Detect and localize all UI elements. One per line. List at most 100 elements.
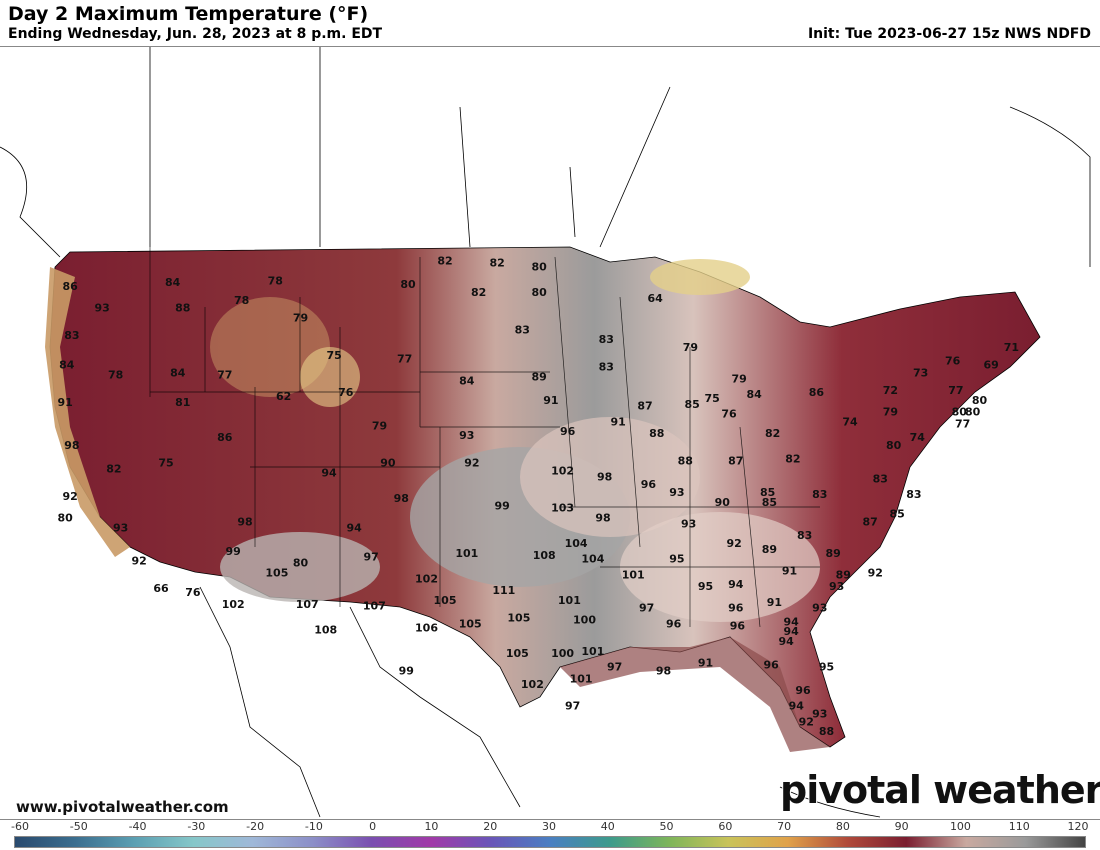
temperature-value: 107 <box>296 598 319 611</box>
temperature-value: 79 <box>883 406 898 419</box>
temperature-value: 79 <box>731 372 746 385</box>
temperature-value: 108 <box>533 549 556 562</box>
temperature-value: 79 <box>293 312 308 325</box>
temperature-value: 86 <box>809 386 825 399</box>
temperature-value: 73 <box>913 366 928 379</box>
temperature-value: 78 <box>268 274 283 287</box>
temperature-value: 80 <box>952 406 968 419</box>
temperature-value: 94 <box>784 625 800 638</box>
state-lines <box>149 247 820 628</box>
temperature-value: 93 <box>669 486 684 499</box>
temperature-value: 98 <box>64 439 79 452</box>
temperature-value: 69 <box>984 359 999 372</box>
temperature-value: 105 <box>265 566 288 579</box>
temperature-value: 86 <box>63 280 79 293</box>
temperature-value: 88 <box>649 427 664 440</box>
temperature-value: 80 <box>531 261 547 274</box>
temperature-value: 83 <box>599 361 614 374</box>
temperature-value: 91 <box>698 657 713 670</box>
temperature-value: 111 <box>492 584 515 597</box>
temperature-value: 87 <box>863 515 878 528</box>
temperature-value: 82 <box>489 257 504 270</box>
temperature-value: 99 <box>226 545 241 558</box>
scale-tick: 30 <box>542 820 556 833</box>
temperature-value: 98 <box>597 470 612 483</box>
temperature-value: 78 <box>108 368 123 381</box>
temperature-value: 101 <box>581 645 604 658</box>
temperature-value: 106 <box>415 621 438 634</box>
temperature-value: 87 <box>728 455 743 468</box>
temperature-value: 97 <box>639 602 654 615</box>
temperature-value: 93 <box>812 708 827 721</box>
temperature-value: 108 <box>314 623 337 636</box>
boundary-lines <box>0 47 1091 818</box>
temperature-value: 91 <box>610 415 625 428</box>
temperature-value: 89 <box>826 547 841 560</box>
temperature-value: 92 <box>464 457 479 470</box>
temperature-value: 89 <box>531 370 546 383</box>
temperature-value: 85 <box>762 496 777 509</box>
temperature-value: 82 <box>765 427 780 440</box>
temperature-value: 80 <box>58 512 74 525</box>
temperature-value: 94 <box>779 635 795 648</box>
temperature-field <box>45 246 1041 752</box>
temperature-value: 82 <box>437 255 452 268</box>
temperature-value: 98 <box>237 515 252 528</box>
temperature-value: 83 <box>873 472 888 485</box>
temperature-value: 98 <box>656 665 671 678</box>
temperature-value: 91 <box>58 396 73 409</box>
temperature-value: 96 <box>730 619 746 632</box>
temperature-value: 93 <box>94 302 109 315</box>
temperature-value: 103 <box>551 502 574 515</box>
temperature-value: 84 <box>747 388 763 401</box>
temperature-value: 83 <box>812 488 827 501</box>
temperature-value: 93 <box>113 521 128 534</box>
temperature-value: 89 <box>836 568 851 581</box>
temperature-value: 94 <box>728 578 744 591</box>
temperature-value: 96 <box>795 684 811 697</box>
scale-tick: 40 <box>600 820 615 833</box>
temperature-value: 71 <box>1004 341 1019 354</box>
temperature-value: 97 <box>565 700 580 713</box>
temperature-value: 105 <box>434 594 457 607</box>
temperature-value: 77 <box>948 384 963 397</box>
temperature-value: 82 <box>471 286 486 299</box>
temperature-value: 105 <box>459 617 482 630</box>
temperature-value: 97 <box>363 551 378 564</box>
map-title: Day 2 Maximum Temperature (°F) <box>8 3 369 25</box>
temperature-value: 96 <box>728 602 744 615</box>
temperature-value: 92 <box>131 555 146 568</box>
valid-time: Ending Wednesday, Jun. 28, 2023 at 8 p.m… <box>8 26 383 42</box>
temperature-value: 83 <box>64 329 79 342</box>
scale-bar <box>14 836 1086 848</box>
temperature-value: 96 <box>560 425 576 438</box>
scale-tick: -10 <box>304 820 323 833</box>
temperature-value: 104 <box>581 553 604 566</box>
temperature-value: 104 <box>565 537 588 550</box>
temperature-value: 80 <box>886 439 902 452</box>
website-url[interactable]: www.pivotalweather.com <box>16 798 229 816</box>
temperature-value: 95 <box>819 661 834 674</box>
temperature-value: 100 <box>573 614 596 627</box>
temperature-value: 101 <box>622 568 645 581</box>
scale-tick: -50 <box>69 820 88 833</box>
temperature-value: 75 <box>705 392 720 405</box>
temperature-value: 85 <box>684 398 699 411</box>
temperature-value: 102 <box>415 572 438 585</box>
temperature-value: 94 <box>347 521 363 534</box>
temperature-value: 98 <box>394 492 409 505</box>
temperature-value: 77 <box>955 417 970 430</box>
temperature-value: 75 <box>158 457 173 470</box>
temperature-value: 102 <box>521 678 544 691</box>
temperature-value: 98 <box>595 512 610 525</box>
temperature-value: 92 <box>63 490 78 503</box>
color-scale: -60 -50 -40 -30 -20 -10 0 10 20 30 40 50 60 70 80 90 100… <box>0 820 1100 850</box>
temperature-map[interactable]: 86 84 78 82 82 80 93 88 78 80 82 80 64 83 79 83 83 79 84 78… <box>0 46 1100 820</box>
temperature-value: 80 <box>965 406 981 419</box>
temperature-value: 80 <box>400 278 416 291</box>
temperature-value: 85 <box>889 508 904 521</box>
scale-tick: 70 <box>777 820 792 833</box>
temperature-value: 94 <box>789 700 805 713</box>
temperature-value: 78 <box>234 294 249 307</box>
